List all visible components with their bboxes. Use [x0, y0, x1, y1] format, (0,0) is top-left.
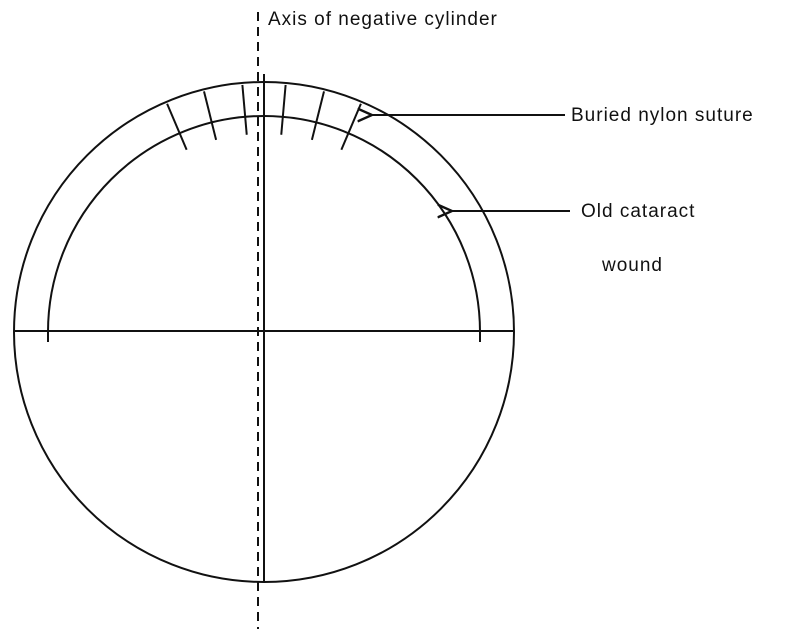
sutures	[166, 84, 362, 151]
suture	[166, 103, 188, 151]
suture	[310, 91, 325, 141]
suture	[340, 103, 362, 151]
suture-label: Buried nylon suture	[571, 105, 754, 126]
suture	[241, 84, 248, 135]
wound-label: Old cataract	[581, 201, 695, 222]
suture	[203, 91, 218, 141]
axis-label: Axis of negative cylinder	[268, 9, 498, 30]
wound-label: wound	[601, 255, 663, 276]
suture	[280, 84, 287, 135]
